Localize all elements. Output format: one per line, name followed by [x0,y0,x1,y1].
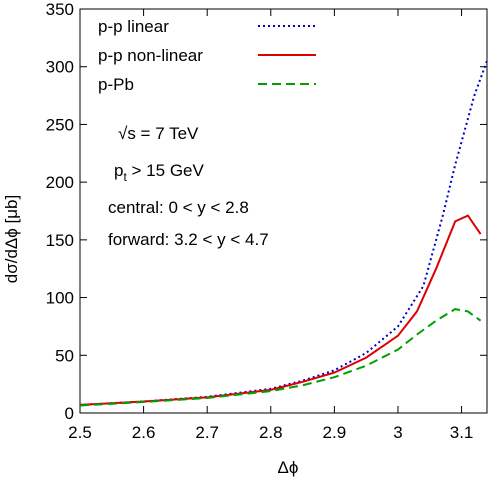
y-tick-label: 350 [46,0,74,19]
y-tick-label: 150 [46,231,74,250]
legend-label-2: p-Pb [98,75,134,94]
x-tick-label: 2.6 [132,423,156,442]
x-axis-label: Δϕ [278,458,299,477]
annotation-pt-cut: > 15 GeV [127,161,205,180]
x-tick-label: 2.8 [259,423,283,442]
legend-label-1: p-p non-linear [98,46,203,65]
plot-border [79,8,488,414]
x-tick-label: 2.7 [195,423,219,442]
x-tick-label: 2.5 [68,423,92,442]
y-tick-label: 100 [46,289,74,308]
y-tick-label: 50 [55,346,74,365]
axis-ticks: 2.5 2.6 2.7 2.8 2.9 3 3.1 0 50 100 150 200 250 300 350 [46,0,487,442]
annotations: √s = 7 TeV pt > 15 GeV central: 0 < y < … [108,124,269,249]
y-tick-label: 300 [46,58,74,77]
y-tick-label: 0 [65,404,74,423]
x-tick-label: 2.9 [323,423,347,442]
y-axis-label: dσ/dΔϕ [μb] [2,195,21,283]
legend: p-p linear p-p non-linear p-Pb [98,17,316,94]
y-tick-label: 200 [46,173,74,192]
annotation-pt-subscript: t [123,170,127,184]
x-tick-label: 3 [393,423,402,442]
annotation-central: central: 0 < y < 2.8 [108,198,249,217]
annotation-forward: forward: 3.2 < y < 4.7 [108,230,269,249]
annotation-energy: √s = 7 TeV [118,124,199,143]
legend-label-0: p-p linear [98,17,169,36]
series-line-2 [79,308,482,407]
y-tick-label: 250 [46,115,74,134]
series-lines [79,60,488,407]
annotation-pt: pt > 15 GeV [114,161,204,184]
annotation-pt-symbol: p [114,161,123,180]
x-tick-label: 3.1 [450,423,474,442]
plot-frame [79,8,488,414]
